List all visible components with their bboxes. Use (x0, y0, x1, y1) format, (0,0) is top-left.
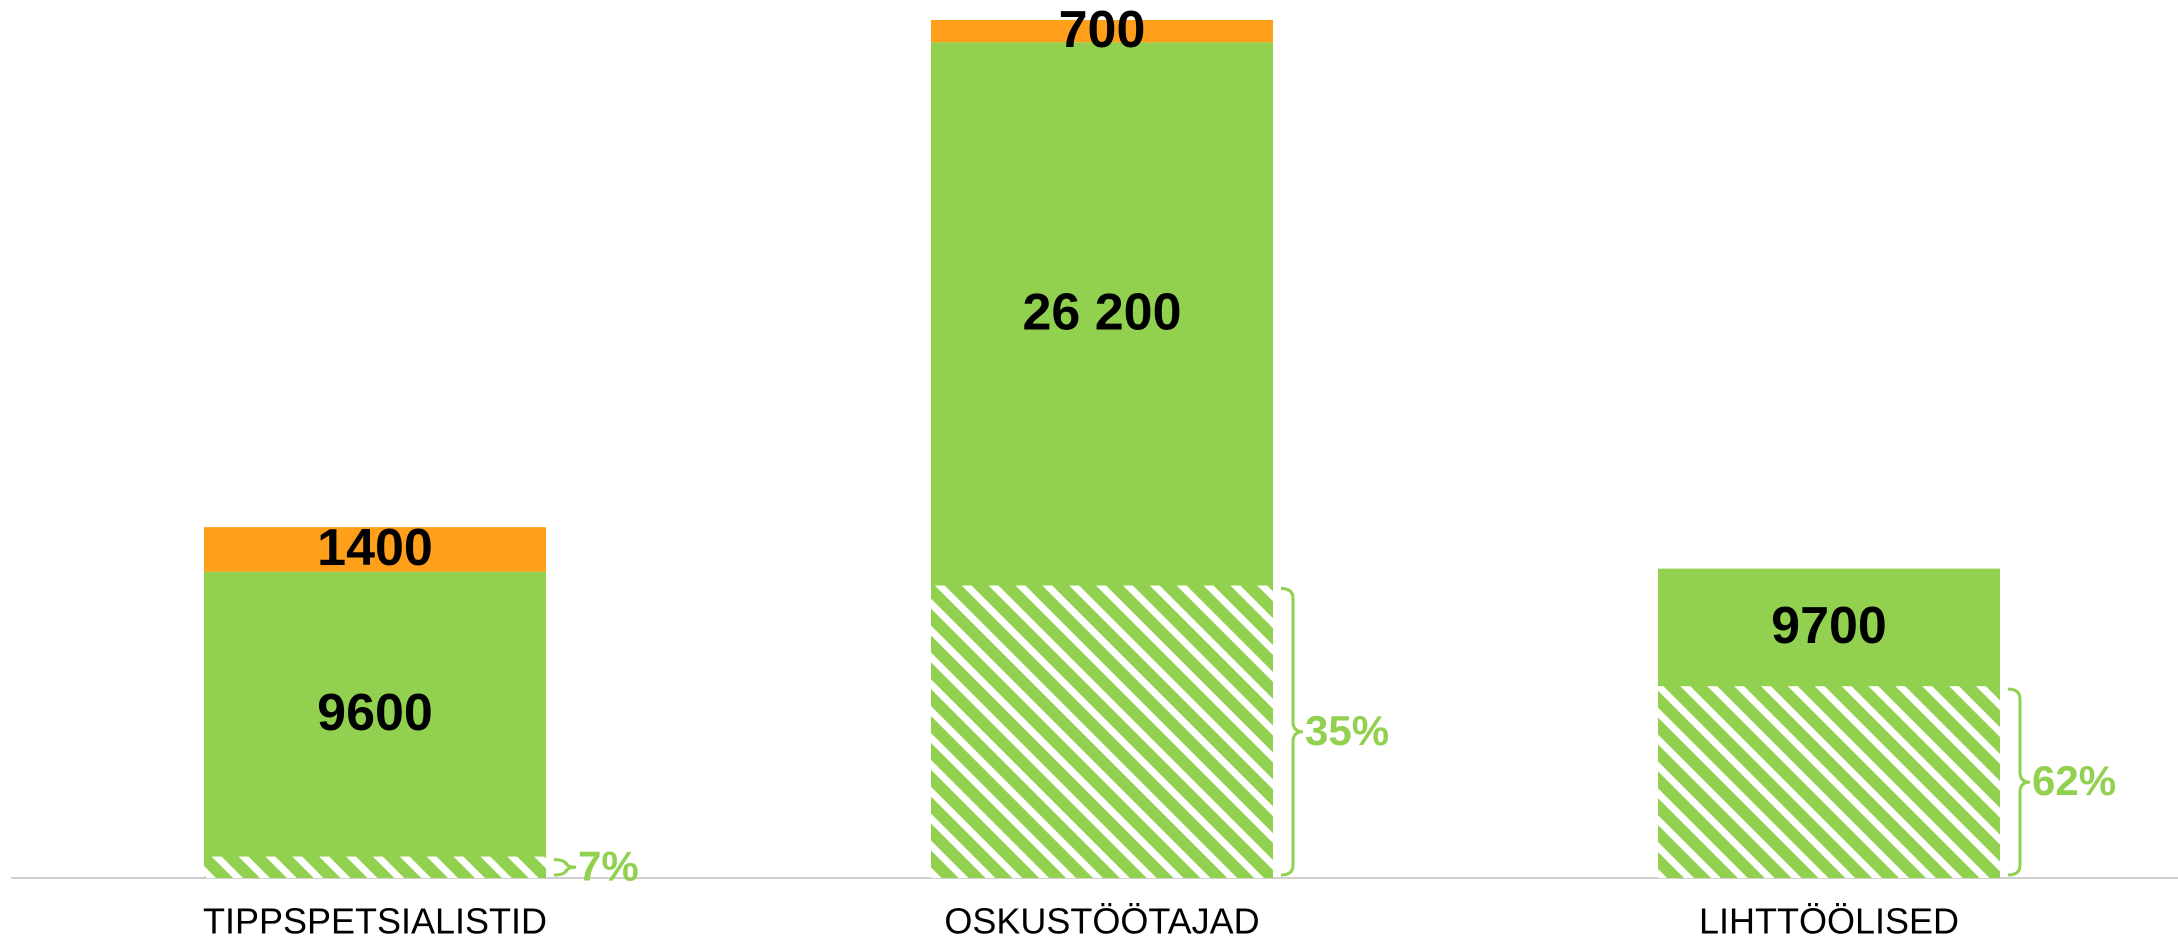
value-label: 9600 (317, 684, 433, 742)
share-label: 62% (2032, 757, 2116, 804)
value-label: 700 (1059, 1, 1146, 59)
x-tick-label: LIHTTÖÖLISED (1699, 901, 1959, 940)
share-bracket (553, 858, 577, 877)
share-bracket (2007, 687, 2031, 877)
share-label: 35% (1305, 707, 1389, 754)
hatched-share (204, 856, 546, 878)
value-label: 1400 (317, 519, 433, 577)
value-label: 26 200 (1022, 284, 1181, 342)
hatched-share (931, 585, 1273, 878)
hatched-share (1658, 686, 2000, 878)
x-tick-label: OSKUSTÖÖTAJAD (944, 901, 1259, 940)
bar-segment (204, 527, 546, 572)
x-tick-label: TIPPSPETSIALISTID (203, 901, 547, 940)
bar-segment (204, 571, 546, 878)
bar-segment (931, 20, 1273, 43)
value-label: 9700 (1771, 597, 1887, 655)
share-label: 7% (578, 842, 639, 889)
share-bracket (1280, 587, 1304, 877)
